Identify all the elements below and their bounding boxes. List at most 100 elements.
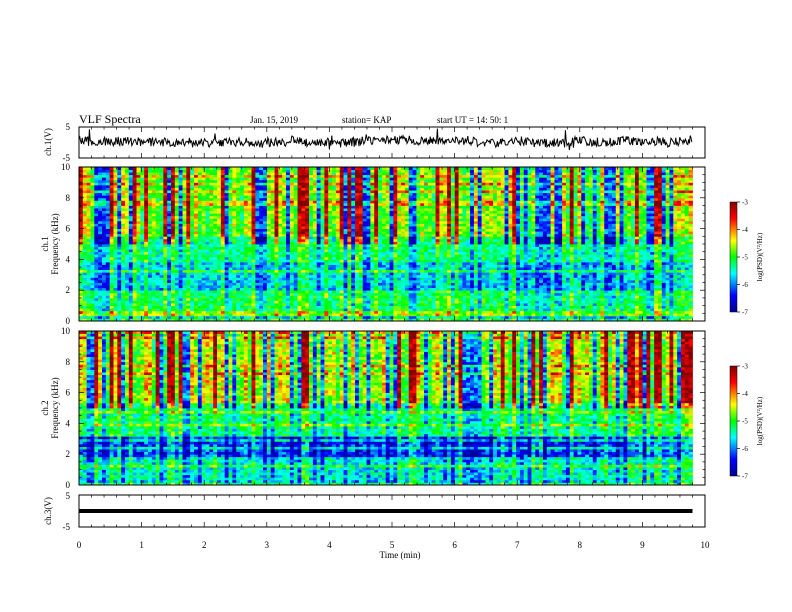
- spectrogram-cell: [94, 218, 99, 222]
- spectrogram-cell: [286, 226, 291, 229]
- spectrogram-cell: [293, 174, 298, 178]
- spectrogram-cell: [309, 236, 314, 240]
- spectrogram-cell: [190, 174, 195, 178]
- spectrogram-cell: [309, 200, 314, 204]
- spectrogram-cell: [125, 308, 130, 312]
- spectrogram-cell: [182, 220, 187, 224]
- spectrogram-cell: [98, 226, 103, 229]
- spectrogram-cell: [182, 279, 187, 283]
- spectrogram-cell: [197, 213, 203, 217]
- spectrogram-cell: [347, 303, 352, 306]
- spectrogram-cell: [362, 279, 367, 283]
- spectrogram-cell: [389, 187, 394, 191]
- spectrogram-cell: [140, 274, 145, 278]
- spectrogram-cell: [358, 318, 364, 322]
- spectrogram-cell: [132, 208, 137, 212]
- spectrogram-cell: [297, 269, 302, 273]
- spectrogram-cell: [140, 210, 145, 214]
- spectrogram-cell: [186, 210, 191, 214]
- spectrogram-cell: [224, 297, 229, 301]
- spectrogram-cell: [270, 213, 275, 217]
- spectrogram-cell: [355, 197, 360, 201]
- spectrogram-cell: [90, 220, 95, 224]
- spectrogram-cell: [335, 205, 341, 209]
- spectrogram-cell: [274, 208, 279, 212]
- spectrogram-cell: [366, 184, 371, 188]
- spectrogram-cell: [316, 197, 321, 201]
- spectrogram-cell: [190, 241, 195, 245]
- spectrogram-cell: [243, 305, 249, 309]
- spectrogram-cell: [381, 208, 387, 212]
- spectrogram-cell: [282, 174, 287, 178]
- spectrogram-cell: [351, 303, 356, 306]
- spectrogram-cell: [332, 182, 337, 186]
- spectrogram-cell: [270, 277, 275, 281]
- spectrogram-cell: [393, 313, 398, 317]
- spectrogram-cell: [105, 167, 111, 170]
- spectrogram-cell: [140, 184, 145, 188]
- spectrogram-cell: [217, 261, 222, 265]
- spectrogram-cell: [163, 197, 168, 201]
- spectrogram-cell: [113, 313, 118, 317]
- spectrogram-cell: [293, 213, 298, 217]
- spectrogram-cell: [217, 259, 222, 263]
- spectrogram-cell: [232, 241, 237, 245]
- spectrogram-cell: [343, 310, 348, 314]
- spectrogram-cell: [82, 277, 88, 281]
- spectrogram-cell: [274, 172, 279, 176]
- spectrogram-cell: [217, 228, 222, 232]
- spectrogram-cell: [255, 282, 260, 286]
- spectrogram-cell: [197, 292, 203, 296]
- spectrogram-cell: [174, 226, 180, 229]
- spectrogram-cell: [109, 251, 114, 255]
- spectrogram-cell: [79, 282, 84, 286]
- spectrogram-cell: [335, 264, 341, 268]
- spectrogram-cell: [274, 251, 279, 255]
- spectrogram-cell: [82, 244, 88, 247]
- spectrogram-cell: [312, 187, 318, 191]
- spectrogram-cell: [320, 172, 325, 176]
- spectrogram-cell: [381, 169, 387, 173]
- spectrogram-cell: [144, 169, 149, 173]
- spectrogram-cell: [109, 272, 114, 276]
- spectrogram-cell: [125, 264, 130, 268]
- spectrogram-cell: [82, 167, 88, 170]
- spectrogram-cell: [282, 167, 287, 170]
- spectrogram-cell: [378, 226, 383, 229]
- spectrogram-cell: [378, 282, 383, 286]
- spectrogram-cell: [362, 220, 367, 224]
- spectrogram-cell: [259, 292, 264, 296]
- spectrogram-cell: [243, 174, 249, 178]
- spectrogram-cell: [309, 244, 314, 247]
- spectrogram-cell: [98, 187, 103, 191]
- spectrogram-cell: [224, 264, 229, 268]
- spectrogram-cell: [105, 172, 111, 176]
- spectrogram-cell: [178, 172, 183, 176]
- spectrogram-cell: [121, 279, 126, 283]
- spectrogram-cell: [289, 249, 295, 253]
- spectrogram-cell: [374, 290, 379, 294]
- spectrogram-cell: [266, 249, 272, 253]
- spectrogram-cell: [389, 177, 394, 181]
- spectrogram-cell: [178, 228, 183, 232]
- spectrogram-cell: [98, 241, 103, 245]
- spectrogram-cell: [293, 192, 298, 196]
- spectrogram-cell: [389, 210, 394, 214]
- spectrogram-cell: [312, 177, 318, 181]
- spectrogram-cell: [117, 220, 122, 224]
- spectrogram-cell: [305, 249, 310, 253]
- spectrogram-cell: [320, 202, 325, 206]
- spectrogram-cell: [289, 269, 295, 273]
- spectrogram-cell: [309, 223, 314, 227]
- spectrogram-cell: [301, 231, 306, 235]
- spectrogram-cell: [389, 290, 394, 294]
- spectrogram-cell: [397, 318, 402, 322]
- spectrogram-cell: [355, 272, 360, 276]
- spectrogram-cell: [90, 187, 95, 191]
- spectrogram-cell: [128, 187, 134, 191]
- spectrogram-cell: [297, 200, 302, 204]
- spectrogram-cell: [94, 244, 99, 247]
- spectrogram-cell: [328, 310, 333, 314]
- spectrogram-cell: [98, 200, 103, 204]
- spectrogram-cell: [378, 297, 383, 301]
